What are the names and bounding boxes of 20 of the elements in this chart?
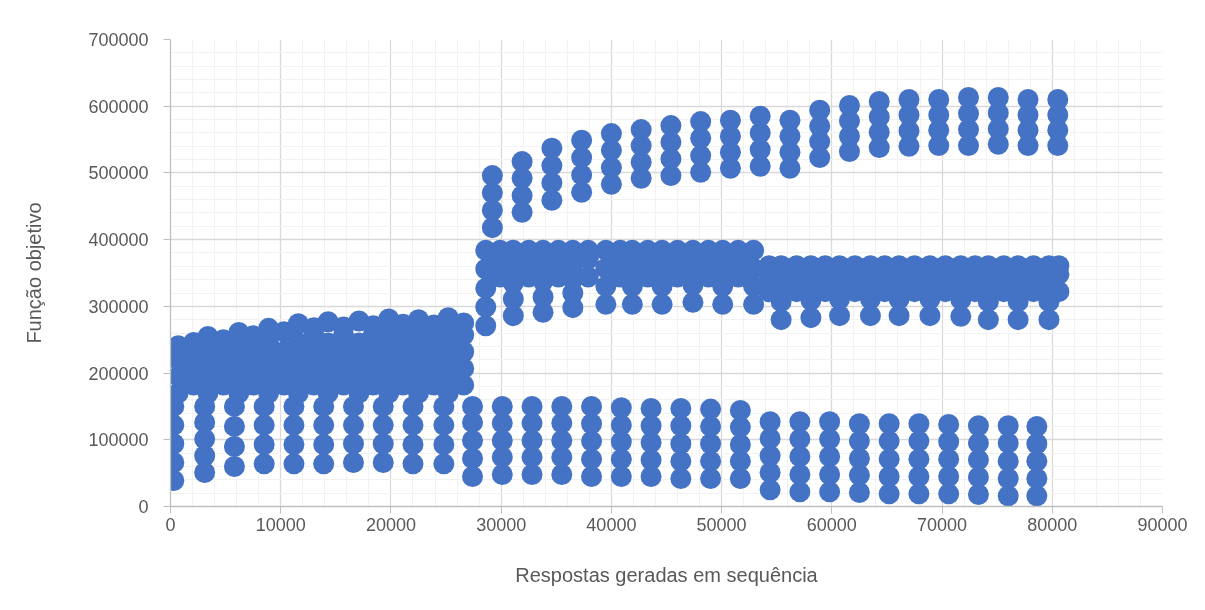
y-tick-label: 100000 xyxy=(88,430,149,451)
y-axis-title: Função objetivo xyxy=(23,202,46,344)
x-tick-label: 40000 xyxy=(586,514,637,535)
y-tick-label: 400000 xyxy=(88,230,149,251)
x-tick-label: 90000 xyxy=(1137,514,1188,535)
y-tick-label: 600000 xyxy=(88,96,149,117)
y-tick-label: 700000 xyxy=(88,30,149,50)
x-tick-label: 0 xyxy=(165,514,176,535)
x-tick-label: 70000 xyxy=(917,514,968,535)
x-tick-label: 60000 xyxy=(806,514,857,535)
x-tick-label: 30000 xyxy=(476,514,527,535)
x-tick-label: 50000 xyxy=(696,514,747,535)
x-tick-label: 80000 xyxy=(1027,514,1078,535)
x-tick-label: 20000 xyxy=(365,514,416,535)
y-tick-label: 300000 xyxy=(88,296,149,317)
x-axis-title: Respostas geradas em sequência xyxy=(515,563,819,586)
y-tick-label: 0 xyxy=(138,497,149,517)
y-tick-label: 200000 xyxy=(88,363,149,384)
x-tick-label: 10000 xyxy=(255,514,306,535)
y-tick-label: 500000 xyxy=(88,163,149,184)
